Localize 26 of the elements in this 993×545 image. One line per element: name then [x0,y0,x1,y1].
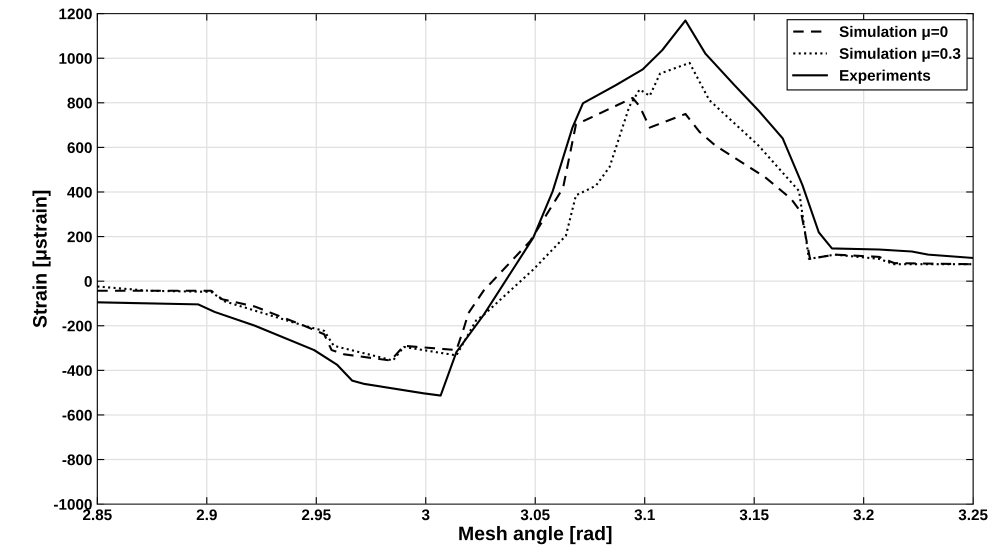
y-tick-label: -1000 [54,498,92,510]
x-tick-label: 3.15 [740,509,769,520]
x-tick-label: 3.2 [853,509,874,520]
y-tick-label: 0 [84,276,92,287]
y-tick-label: -400 [62,365,92,376]
legend-label: Simulation μ=0.3 [840,48,960,62]
y-tick-label: 200 [67,231,92,242]
y-tick-label: -800 [62,454,92,466]
legend-label: Experiments [840,70,930,84]
x-tick-label: 2.95 [302,509,331,520]
x-tick-label: 3.1 [634,509,655,520]
y-axis-title: Strain [μstrain] [32,190,51,328]
y-tick-label: -200 [62,320,92,332]
y-tick-label: 1000 [59,53,92,64]
x-tick-label: 3.05 [520,509,550,520]
x-axis-title: Mesh angle [rad] [459,526,612,544]
y-tick-label: 800 [67,98,92,108]
y-tick-label: 1200 [59,8,92,20]
legend-label: Simulation μ=0 [840,26,948,40]
y-tick-label: 600 [68,142,92,154]
x-tick-label: 2.85 [82,509,112,520]
y-tick-label: -600 [62,410,92,421]
x-tick-label: 3 [422,509,430,520]
y-tick-label: 400 [67,186,92,198]
x-tick-label: 2.9 [196,509,217,520]
x-tick-label: 3.25 [958,509,988,520]
